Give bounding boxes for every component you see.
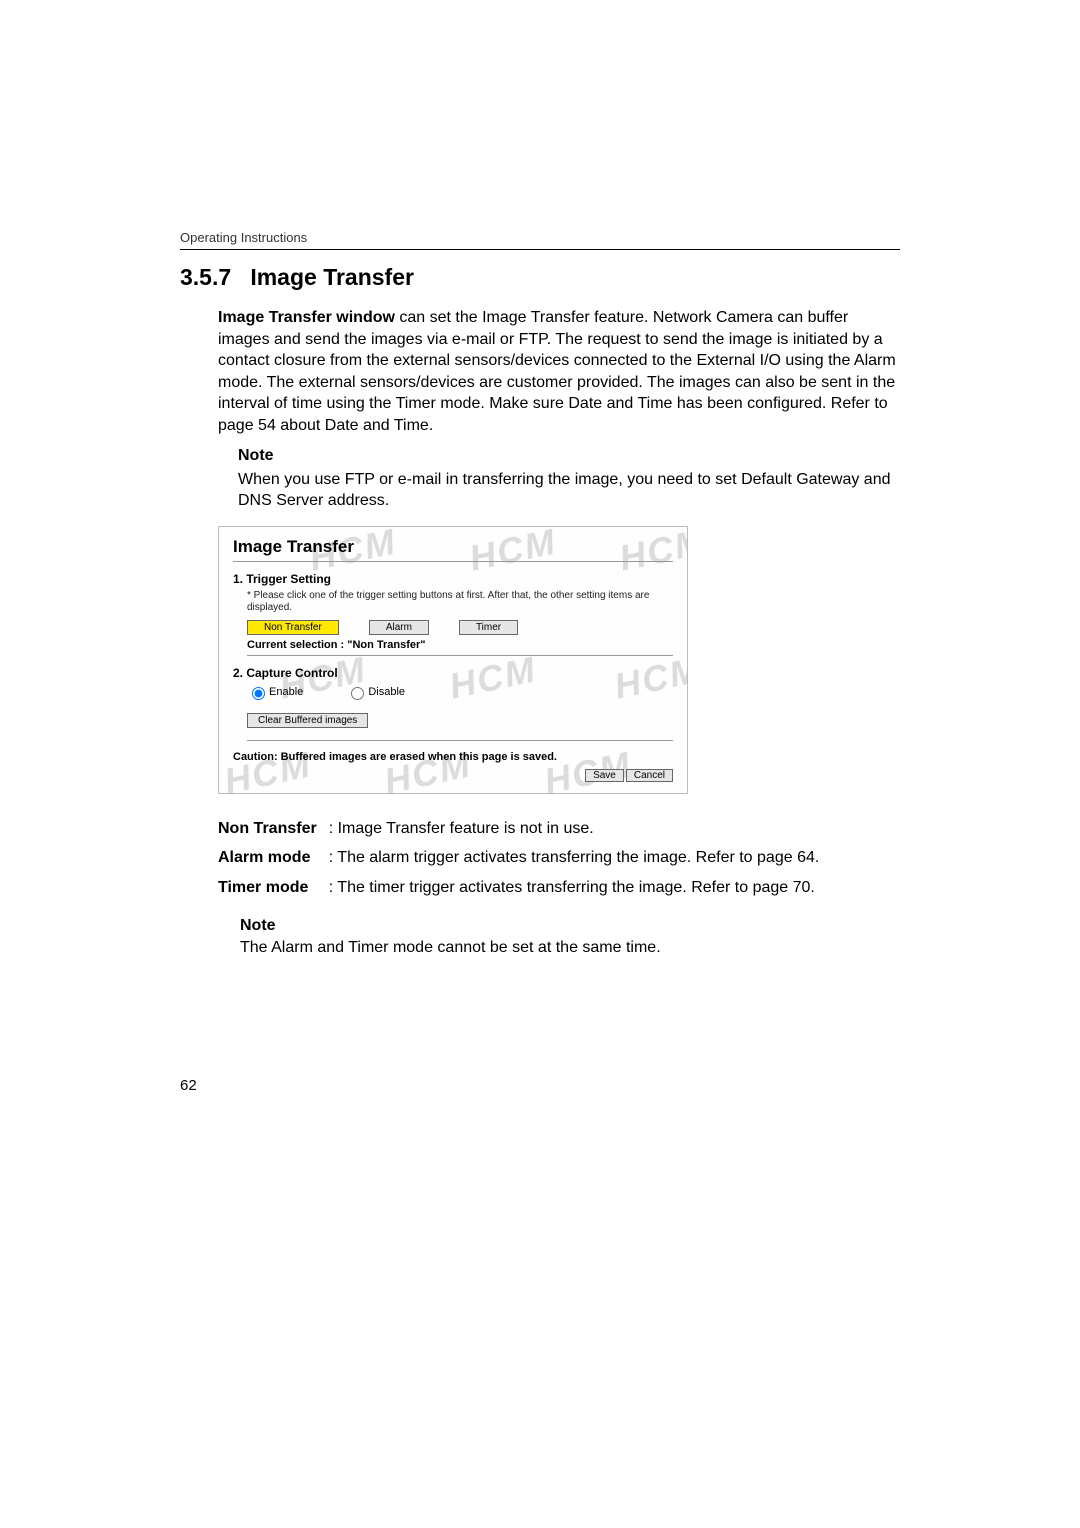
timer-button[interactable]: Timer — [459, 620, 518, 635]
non-transfer-button[interactable]: Non Transfer — [247, 620, 339, 635]
image-transfer-window: HCM HCM HCM HCM HCM HCM HCM HCM HCM Imag… — [218, 526, 688, 794]
def-desc: : The alarm trigger activates transferri… — [329, 843, 820, 873]
def-desc: : Image Transfer feature is not in use. — [329, 814, 820, 844]
intro-paragraph: Image Transfer window can set the Image … — [180, 307, 900, 437]
section-number: 3.5.7 — [180, 264, 231, 290]
def-desc: : The timer trigger activates transferri… — [329, 873, 820, 903]
alarm-button[interactable]: Alarm — [369, 620, 429, 635]
divider — [247, 740, 673, 741]
disable-radio[interactable] — [351, 687, 364, 700]
intro-bold: Image Transfer window — [218, 309, 395, 326]
disable-radio-text: Disable — [368, 686, 405, 698]
intro-rest: can set the Image Transfer feature. Netw… — [218, 309, 896, 434]
cancel-button[interactable]: Cancel — [626, 769, 673, 782]
page-number: 62 — [180, 1077, 900, 1094]
table-row: Non Transfer : Image Transfer feature is… — [218, 814, 819, 844]
running-header: Operating Instructions — [180, 230, 900, 250]
save-button[interactable]: Save — [585, 769, 624, 782]
capture-radio-group: Enable Disable — [247, 684, 673, 700]
def-term: Alarm mode — [218, 843, 329, 873]
note-heading: Note — [180, 917, 900, 935]
trigger-setting-heading: 1. Trigger Setting — [233, 572, 673, 586]
note-body: The Alarm and Timer mode cannot be set a… — [180, 939, 900, 957]
trigger-button-row: Non Transfer Alarm Timer — [247, 620, 673, 635]
note-heading: Note — [180, 447, 900, 465]
table-row: Timer mode : The timer trigger activates… — [218, 873, 819, 903]
enable-radio-label[interactable]: Enable — [247, 686, 303, 698]
disable-radio-label[interactable]: Disable — [346, 686, 405, 698]
current-selection-label: Current selection : "Non Transfer" — [247, 639, 673, 651]
enable-radio-text: Enable — [269, 686, 303, 698]
save-cancel-row: SaveCancel — [233, 765, 673, 783]
caution-text: Caution: Buffered images are erased when… — [233, 751, 673, 763]
divider — [247, 655, 673, 656]
divider — [233, 561, 673, 562]
trigger-setting-hint: * Please click one of the trigger settin… — [247, 590, 673, 614]
table-row: Alarm mode : The alarm trigger activates… — [218, 843, 819, 873]
window-title: Image Transfer — [233, 537, 673, 557]
mode-definitions-table: Non Transfer : Image Transfer feature is… — [218, 814, 819, 903]
capture-control-heading: 2. Capture Control — [233, 666, 673, 680]
note-body: When you use FTP or e-mail in transferri… — [180, 469, 900, 512]
def-term: Timer mode — [218, 873, 329, 903]
enable-radio[interactable] — [252, 687, 265, 700]
section-heading: 3.5.7 Image Transfer — [180, 264, 900, 291]
def-term: Non Transfer — [218, 814, 329, 844]
section-title-text: Image Transfer — [250, 264, 414, 290]
document-page: Operating Instructions 3.5.7 Image Trans… — [0, 0, 1080, 1154]
clear-buffered-images-button[interactable]: Clear Buffered images — [247, 713, 368, 728]
